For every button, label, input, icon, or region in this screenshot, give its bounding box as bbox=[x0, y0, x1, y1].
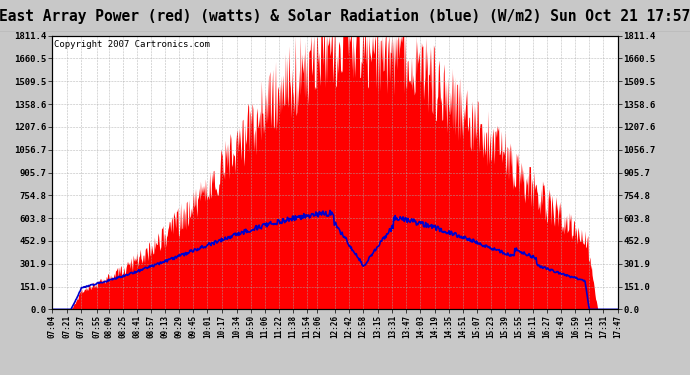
Text: East Array Power (red) (watts) & Solar Radiation (blue) (W/m2) Sun Oct 21 17:57: East Array Power (red) (watts) & Solar R… bbox=[0, 8, 690, 24]
Text: Copyright 2007 Cartronics.com: Copyright 2007 Cartronics.com bbox=[54, 40, 210, 49]
